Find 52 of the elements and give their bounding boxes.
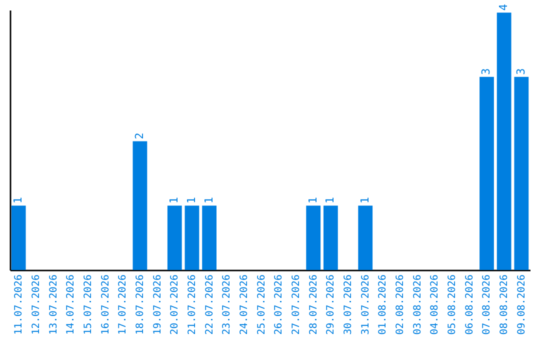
data-label: 3 xyxy=(514,68,528,75)
data-label: 3 xyxy=(480,68,493,75)
x-tick-label: 17.07.2026 xyxy=(118,274,129,335)
bar xyxy=(514,76,529,270)
x-tick-label: 05.08.2026 xyxy=(447,274,458,335)
bar xyxy=(11,206,26,270)
bar xyxy=(306,206,321,270)
x-tick-label: 25.07.2026 xyxy=(256,274,268,335)
x-tick-label: 26.07.2026 xyxy=(274,274,285,335)
x-tick-label: 20.07.2026 xyxy=(170,274,181,335)
bar xyxy=(358,206,373,270)
x-tick-label: 29.07.2026 xyxy=(326,274,337,335)
bar xyxy=(167,206,182,270)
data-label: 1 xyxy=(306,197,320,204)
x-tick-label: 21.07.2026 xyxy=(186,274,198,335)
data-label: 1 xyxy=(184,197,198,204)
x-tick-label: 15.07.2026 xyxy=(82,274,94,335)
x-tick-label: 03.08.2026 xyxy=(412,274,424,335)
bar xyxy=(496,12,512,270)
x-tick-label: 14.07.2026 xyxy=(66,274,77,335)
x-tick-label: 27.07.2026 xyxy=(291,274,302,335)
x-tick-label: 02.08.2026 xyxy=(395,274,406,335)
x-tick-label: 31.07.2026 xyxy=(360,274,372,335)
x-tick-label: 12.07.2026 xyxy=(30,274,42,335)
x-tick-label: 08.08.2026 xyxy=(499,274,510,335)
bar xyxy=(184,206,200,270)
x-tick-label: 28.07.2026 xyxy=(308,274,320,335)
bar xyxy=(323,206,338,270)
x-tick-label: 09.08.2026 xyxy=(516,274,528,335)
x-tick-label: 07.08.2026 xyxy=(482,274,493,335)
x-tick-label: 22.07.2026 xyxy=(204,274,216,335)
x-tick-label: 23.07.2026 xyxy=(222,274,233,335)
x-tick-label: 13.07.2026 xyxy=(48,274,60,335)
data-label: 1 xyxy=(12,197,25,204)
x-tick-label: 19.07.2026 xyxy=(152,274,164,335)
data-label: 4 xyxy=(497,4,510,11)
data-label: 1 xyxy=(168,197,181,204)
x-tick-label: 06.08.2026 xyxy=(464,274,476,335)
bar xyxy=(132,141,148,270)
x-tick-label: 16.07.2026 xyxy=(100,274,112,335)
x-tick-label: 11.07.2026 xyxy=(14,274,25,335)
x-tick-label: 04.08.2026 xyxy=(430,274,441,335)
x-tick-label: 30.07.2026 xyxy=(343,274,354,335)
data-label: 1 xyxy=(202,197,216,204)
data-label: 1 xyxy=(324,197,337,204)
x-tick-label: 01.08.2026 xyxy=(378,274,389,335)
x-tick-label: 18.07.2026 xyxy=(134,274,146,335)
bar xyxy=(202,206,217,270)
x-tick-label: 24.07.2026 xyxy=(238,274,250,335)
data-label: 2 xyxy=(132,132,146,140)
bar xyxy=(480,76,494,270)
data-label: 1 xyxy=(358,197,372,204)
